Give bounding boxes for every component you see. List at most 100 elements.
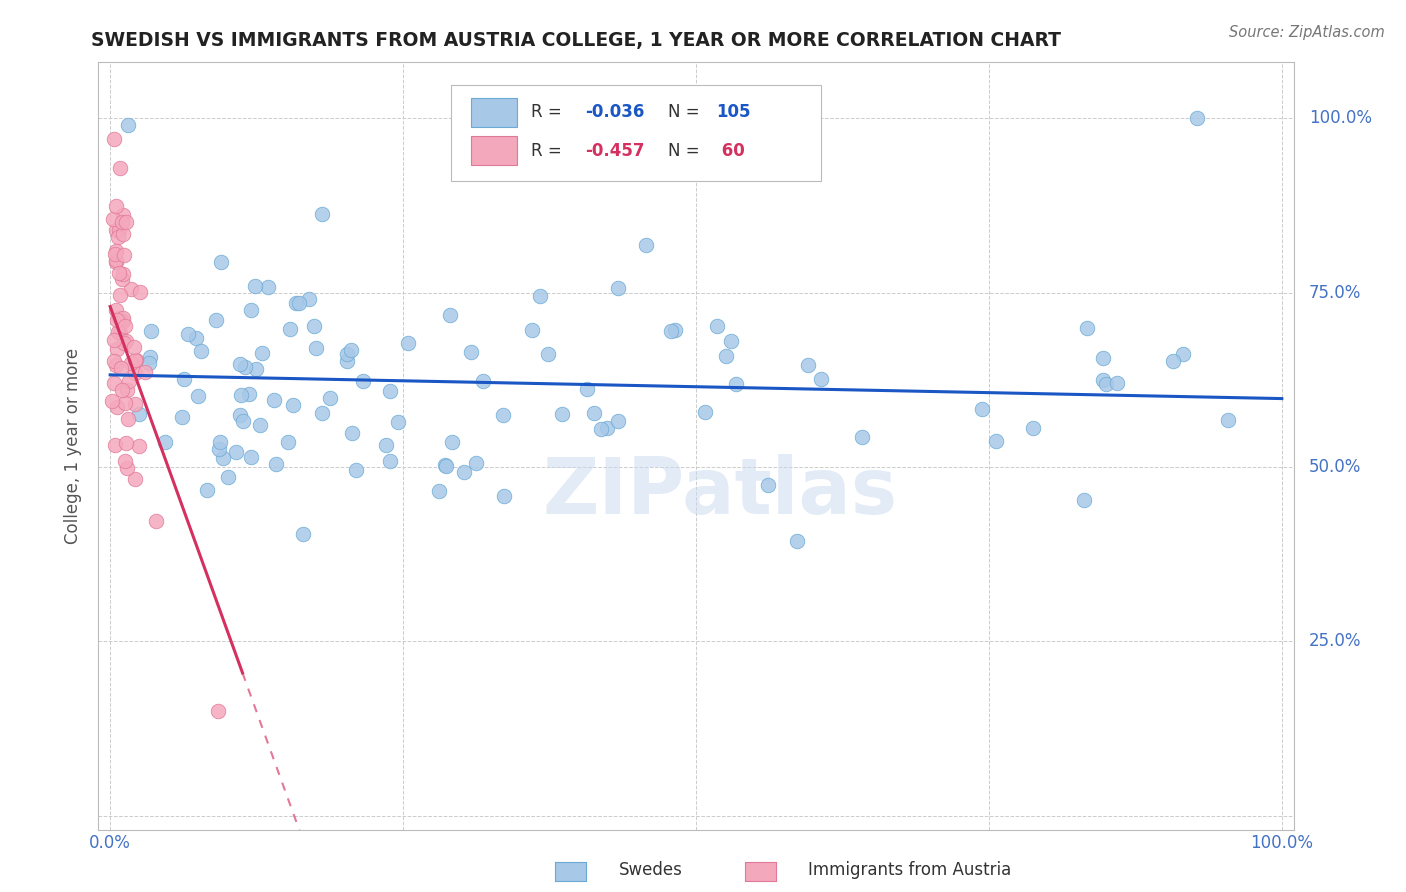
Point bbox=[208, 442, 231, 456]
Point bbox=[115, 334, 138, 348]
Point bbox=[250, 345, 273, 359]
Point bbox=[105, 400, 128, 414]
Point bbox=[118, 374, 141, 388]
Point bbox=[305, 342, 328, 356]
Point bbox=[110, 215, 132, 229]
Point bbox=[280, 322, 302, 336]
Point bbox=[108, 161, 131, 175]
Point bbox=[101, 212, 124, 227]
Point bbox=[124, 341, 146, 355]
Text: Source: ZipAtlas.com: Source: ZipAtlas.com bbox=[1229, 25, 1385, 40]
Point bbox=[128, 407, 150, 421]
Point bbox=[187, 389, 209, 403]
Point bbox=[104, 252, 127, 267]
Point bbox=[105, 244, 128, 258]
Point bbox=[288, 295, 311, 310]
Point bbox=[145, 514, 167, 528]
Point bbox=[277, 435, 299, 450]
Point bbox=[352, 374, 374, 388]
Point bbox=[240, 303, 263, 318]
Point bbox=[659, 325, 682, 339]
Point bbox=[970, 402, 993, 417]
Point bbox=[472, 374, 495, 388]
Point bbox=[583, 406, 606, 420]
Point bbox=[378, 384, 401, 399]
Point bbox=[128, 439, 150, 453]
Point bbox=[281, 398, 304, 412]
Text: 25.0%: 25.0% bbox=[1309, 632, 1361, 650]
Point bbox=[1022, 421, 1045, 435]
Point bbox=[111, 383, 134, 397]
Point bbox=[434, 458, 457, 473]
Point bbox=[170, 409, 193, 424]
Point bbox=[107, 266, 129, 280]
Point bbox=[245, 362, 267, 376]
Point bbox=[205, 312, 228, 326]
Point bbox=[551, 407, 574, 421]
Point bbox=[228, 357, 250, 371]
Point bbox=[298, 292, 321, 306]
Point bbox=[107, 229, 129, 244]
Point bbox=[336, 353, 359, 368]
Point bbox=[851, 430, 873, 444]
Point bbox=[120, 356, 142, 370]
Point bbox=[695, 405, 717, 419]
Text: 50.0%: 50.0% bbox=[1309, 458, 1361, 476]
Point bbox=[108, 326, 131, 340]
Point bbox=[103, 333, 125, 347]
Text: 60: 60 bbox=[716, 142, 745, 160]
Point bbox=[112, 267, 135, 281]
Point bbox=[786, 533, 808, 548]
Point bbox=[1171, 347, 1194, 361]
Point bbox=[1076, 321, 1098, 335]
Point bbox=[591, 422, 613, 436]
Point bbox=[537, 347, 560, 361]
Point bbox=[228, 408, 250, 422]
Point bbox=[117, 118, 139, 132]
Point bbox=[374, 438, 396, 452]
Point bbox=[636, 238, 658, 252]
Point bbox=[138, 356, 160, 370]
Point bbox=[441, 434, 464, 449]
Point bbox=[607, 414, 630, 428]
Point bbox=[453, 465, 475, 479]
Point bbox=[190, 344, 212, 359]
Point bbox=[124, 397, 146, 411]
Point bbox=[115, 435, 138, 450]
Point bbox=[105, 359, 128, 373]
Point bbox=[239, 450, 262, 464]
Point bbox=[114, 396, 136, 410]
Point bbox=[439, 309, 461, 323]
Point bbox=[128, 285, 150, 299]
Point bbox=[263, 392, 285, 407]
Point bbox=[238, 387, 260, 401]
Point bbox=[104, 199, 127, 213]
Point bbox=[124, 366, 146, 380]
Point bbox=[249, 417, 271, 432]
Point bbox=[103, 354, 125, 368]
Point bbox=[209, 255, 232, 269]
Text: SWEDISH VS IMMIGRANTS FROM AUSTRIA COLLEGE, 1 YEAR OR MORE CORRELATION CHART: SWEDISH VS IMMIGRANTS FROM AUSTRIA COLLE… bbox=[91, 31, 1062, 50]
Point bbox=[104, 438, 127, 452]
Point bbox=[336, 347, 359, 361]
Text: Swedes: Swedes bbox=[619, 861, 682, 879]
Point bbox=[139, 350, 162, 364]
Point bbox=[176, 326, 198, 341]
Text: N =: N = bbox=[668, 103, 706, 121]
Point bbox=[186, 331, 208, 345]
Point bbox=[112, 310, 135, 325]
Point bbox=[607, 281, 630, 295]
Point bbox=[1187, 112, 1209, 126]
Point bbox=[387, 415, 409, 429]
Point bbox=[112, 208, 135, 222]
FancyBboxPatch shape bbox=[471, 98, 517, 127]
Text: R =: R = bbox=[531, 103, 567, 121]
Point bbox=[264, 458, 287, 472]
Point bbox=[344, 463, 367, 477]
Point bbox=[114, 453, 136, 467]
Point bbox=[302, 318, 325, 333]
Point bbox=[195, 483, 218, 498]
Y-axis label: College, 1 year or more: College, 1 year or more bbox=[65, 348, 83, 544]
Text: 75.0%: 75.0% bbox=[1309, 284, 1361, 301]
Point bbox=[209, 435, 232, 450]
